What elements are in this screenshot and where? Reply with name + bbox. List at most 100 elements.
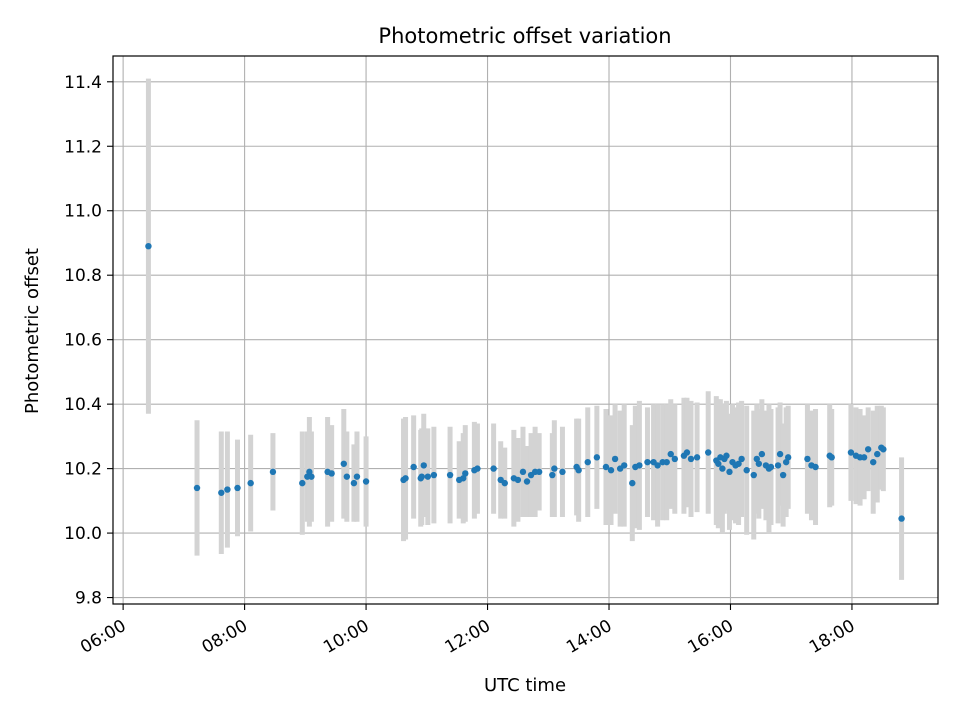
y-tick-label: 10.4 [64, 395, 102, 415]
y-tick-label: 11.0 [64, 202, 102, 222]
data-point [880, 446, 887, 453]
x-tick-label: 16:00 [685, 616, 737, 658]
data-point [501, 479, 508, 487]
data-point [687, 455, 695, 463]
data-point [247, 479, 254, 487]
data-point [735, 460, 742, 467]
data-points [145, 242, 905, 522]
data-point [306, 468, 313, 476]
data-point [693, 454, 701, 461]
data-point [723, 452, 730, 459]
data-point [620, 462, 628, 469]
y-tick-label: 10.0 [64, 524, 102, 544]
data-point [738, 455, 745, 463]
data-point [870, 458, 877, 466]
data-point [611, 455, 619, 463]
data-point [636, 462, 643, 469]
data-point [784, 454, 792, 461]
data-point [410, 463, 417, 471]
data-point [353, 473, 361, 480]
data-point [860, 454, 868, 461]
y-tick-label: 11.2 [64, 137, 102, 157]
data-point [430, 471, 438, 479]
data-point [767, 463, 775, 471]
data-point [743, 467, 750, 474]
data-point [812, 463, 819, 471]
error-bars [145, 78, 905, 580]
data-point [514, 476, 522, 484]
data-point [519, 468, 527, 476]
data-point [551, 465, 558, 472]
data-point [779, 471, 787, 479]
x-tick-label: 14:00 [563, 616, 615, 658]
y-tick-label: 10.6 [64, 331, 102, 351]
data-point [446, 471, 454, 479]
data-point [420, 462, 427, 469]
data-point [559, 468, 566, 476]
data-point [654, 462, 661, 469]
data-point [460, 475, 467, 482]
x-tick-label: 08:00 [199, 616, 251, 658]
y-tick-label: 11.4 [64, 73, 102, 93]
x-axis-label: UTC time [484, 675, 566, 696]
data-point [671, 455, 679, 463]
data-point [715, 460, 722, 467]
data-point [490, 465, 497, 472]
data-point [218, 489, 225, 496]
data-point [667, 450, 674, 458]
grid-lines [113, 56, 938, 604]
data-point [847, 449, 855, 456]
y-axis-label: Photometric offset [22, 248, 43, 414]
data-point [898, 515, 905, 522]
data-point [584, 458, 591, 466]
data-point [593, 454, 601, 461]
data-point [755, 460, 763, 467]
data-point [864, 446, 872, 453]
data-point [719, 465, 726, 472]
data-point [424, 473, 432, 480]
data-point [299, 479, 306, 487]
data-point [350, 479, 358, 487]
y-tick-label: 9.8 [75, 589, 102, 609]
data-point [629, 479, 636, 487]
data-point [549, 471, 556, 479]
data-point [663, 458, 670, 466]
x-tick-label: 12:00 [442, 616, 494, 658]
data-point [607, 467, 615, 474]
data-point [535, 468, 543, 476]
data-point [193, 484, 201, 492]
data-point [705, 449, 712, 456]
data-point [774, 462, 782, 469]
data-point [644, 458, 651, 466]
data-point [776, 450, 784, 458]
data-point [726, 468, 733, 476]
data-point [340, 460, 347, 467]
data-point [269, 468, 277, 476]
data-point [308, 473, 315, 480]
y-tick-label: 10.8 [64, 266, 102, 286]
data-point [462, 470, 469, 477]
data-point [782, 458, 790, 466]
data-point [602, 463, 610, 471]
data-point [145, 242, 152, 250]
data-point [418, 473, 425, 480]
x-tick-label: 06:00 [77, 616, 129, 658]
chart-title: Photometric offset variation [378, 24, 671, 48]
data-point [523, 478, 531, 485]
data-point [758, 450, 766, 458]
data-point [753, 455, 761, 463]
data-point [804, 455, 811, 463]
data-point [402, 475, 409, 482]
data-point [224, 486, 231, 493]
data-point [343, 473, 351, 480]
plot-frame [112, 55, 939, 605]
data-point [474, 465, 481, 472]
data-point [750, 471, 757, 479]
data-point [575, 467, 582, 474]
axis-ticks: 06:00 08:00 10:00 12:00 14:00 16:00 18:00 9.8 10… [64, 73, 858, 658]
data-point [828, 454, 835, 461]
data-point [683, 449, 691, 456]
data-point [234, 484, 241, 492]
x-tick-label: 10:00 [320, 616, 372, 658]
